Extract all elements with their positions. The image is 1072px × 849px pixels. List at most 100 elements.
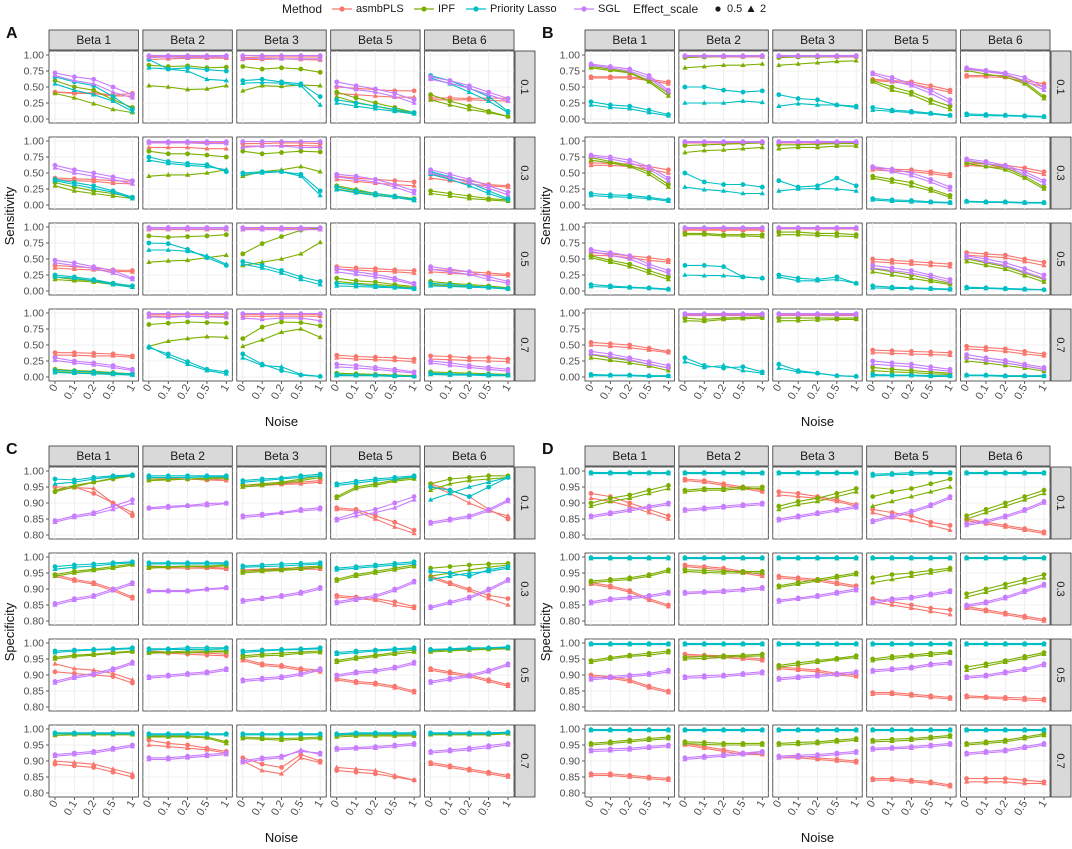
data-point-triangle bbox=[129, 500, 135, 505]
data-point-triangle bbox=[776, 225, 782, 231]
data-point-triangle bbox=[889, 498, 895, 504]
row-strip-label: 0.1 bbox=[518, 79, 530, 94]
facet-cell bbox=[678, 308, 769, 382]
facet-cell bbox=[48, 136, 139, 210]
data-point-triangle bbox=[701, 364, 707, 370]
data-point-triangle bbox=[259, 316, 265, 322]
facet-cell bbox=[866, 136, 957, 210]
x-tick-label: 0 bbox=[47, 799, 60, 810]
data-point-triangle bbox=[372, 477, 378, 483]
facet-cell bbox=[236, 552, 327, 626]
data-point-circle bbox=[146, 737, 152, 743]
data-point-triangle bbox=[110, 766, 116, 771]
x-tick-label: 0.2 bbox=[81, 799, 99, 818]
data-point-circle bbox=[279, 319, 284, 325]
data-point-triangle bbox=[1022, 113, 1028, 119]
data-point-triangle bbox=[588, 495, 594, 500]
data-point-circle bbox=[428, 92, 433, 98]
data-point-triangle bbox=[870, 519, 876, 524]
data-point-circle bbox=[889, 75, 895, 80]
data-point-triangle bbox=[701, 745, 707, 750]
data-point-triangle bbox=[146, 505, 152, 511]
data-point-triangle bbox=[834, 656, 840, 662]
data-point-triangle bbox=[646, 263, 652, 269]
data-point-triangle bbox=[353, 649, 359, 655]
data-point-triangle bbox=[834, 186, 840, 191]
x-tick-label: 0.1 bbox=[438, 799, 456, 818]
facet-cell bbox=[330, 222, 421, 296]
data-point-circle bbox=[334, 89, 340, 95]
data-point-triangle bbox=[165, 84, 171, 89]
column-strip-label: Beta 5 bbox=[358, 33, 393, 47]
data-point-triangle bbox=[1002, 266, 1008, 272]
data-point-triangle bbox=[129, 269, 135, 274]
data-point-triangle bbox=[607, 259, 613, 264]
x-tick-label: 0.2 bbox=[805, 799, 823, 818]
data-point-triangle bbox=[814, 498, 821, 504]
data-point-triangle bbox=[317, 82, 323, 88]
data-point-triangle bbox=[759, 727, 765, 733]
data-point-triangle bbox=[1022, 81, 1028, 86]
data-point-triangle bbox=[317, 192, 323, 198]
data-point-triangle bbox=[983, 258, 989, 264]
data-point-triangle bbox=[889, 369, 895, 374]
data-point-triangle bbox=[928, 662, 934, 668]
data-point-triangle bbox=[646, 79, 652, 84]
data-point-triangle bbox=[486, 568, 492, 574]
column-strip bbox=[236, 29, 327, 51]
data-point-triangle bbox=[240, 56, 246, 61]
data-point-triangle bbox=[607, 193, 613, 199]
legend-swatch-ipf bbox=[414, 6, 434, 12]
row-strip bbox=[1050, 136, 1072, 210]
data-point-triangle bbox=[870, 739, 876, 744]
data-point-triangle bbox=[486, 190, 492, 196]
data-point-triangle bbox=[411, 373, 417, 379]
data-point-triangle bbox=[1022, 200, 1028, 205]
data-point-circle bbox=[505, 516, 511, 522]
data-point-triangle bbox=[334, 100, 340, 105]
data-point-triangle bbox=[759, 641, 765, 647]
data-point-triangle bbox=[776, 62, 782, 68]
data-point-triangle bbox=[372, 563, 378, 569]
y-tick-label: 0.90 bbox=[560, 670, 581, 682]
y-tick-label: 0.75 bbox=[24, 324, 45, 336]
x-tick-label: 0 bbox=[583, 383, 596, 394]
data-point-triangle bbox=[278, 270, 285, 275]
data-point-triangle bbox=[795, 493, 801, 499]
data-point-triangle bbox=[278, 675, 285, 680]
data-point-triangle bbox=[486, 109, 492, 115]
data-point-triangle bbox=[964, 157, 970, 162]
data-point-triangle bbox=[165, 474, 171, 480]
data-point-triangle bbox=[91, 511, 97, 516]
data-point-triangle bbox=[928, 641, 934, 647]
data-point-triangle bbox=[759, 470, 765, 476]
data-point-triangle bbox=[298, 672, 304, 677]
data-point-circle bbox=[71, 74, 77, 80]
data-point-triangle bbox=[505, 286, 511, 291]
data-point-triangle bbox=[928, 503, 934, 508]
data-point-triangle bbox=[466, 477, 472, 483]
row-strip bbox=[514, 466, 536, 540]
data-point-triangle bbox=[185, 144, 191, 150]
data-point-triangle bbox=[372, 89, 378, 94]
data-point-triangle bbox=[607, 597, 613, 602]
data-point-triangle bbox=[947, 567, 953, 572]
data-point-triangle bbox=[353, 513, 359, 518]
data-point-triangle bbox=[795, 727, 801, 733]
data-point-triangle bbox=[411, 111, 417, 116]
data-point-triangle bbox=[814, 594, 821, 599]
facet-cell bbox=[142, 466, 233, 540]
x-tick-label: 1 bbox=[125, 383, 138, 394]
data-point-circle bbox=[928, 87, 934, 93]
data-point-triangle bbox=[908, 82, 914, 88]
x-tick-label: 0.2 bbox=[269, 383, 287, 402]
data-point-triangle bbox=[334, 506, 340, 512]
data-point-triangle bbox=[870, 657, 876, 663]
data-point-triangle bbox=[71, 266, 77, 272]
data-point-triangle bbox=[870, 269, 876, 274]
y-tick-label: 0.75 bbox=[24, 238, 45, 250]
data-point-triangle bbox=[447, 80, 453, 85]
data-point-triangle bbox=[428, 576, 434, 582]
column-strip-label: Beta 1 bbox=[76, 33, 111, 47]
data-point-triangle bbox=[759, 586, 765, 591]
